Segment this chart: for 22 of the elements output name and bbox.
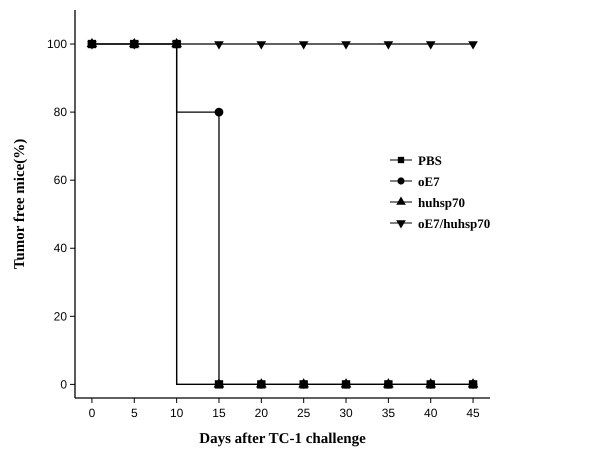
x-tick-label: 40	[424, 406, 438, 420]
x-tick-label: 5	[130, 406, 138, 420]
x-tick-label: 25	[296, 406, 311, 420]
x-tick-label: 10	[170, 406, 184, 420]
y-tick-label: 40	[54, 241, 68, 256]
legend-label: oE7/huhsp70	[418, 216, 490, 231]
x-tick-label: 0	[88, 406, 96, 420]
legend-label: oE7	[418, 174, 440, 189]
x-tick-label: 45	[466, 406, 480, 420]
x-tick-label: 30	[339, 406, 354, 420]
legend-label: PBS	[418, 153, 442, 168]
x-tick-label: 35	[382, 406, 396, 420]
y-tick-label: 80	[54, 105, 68, 120]
y-tick-label: 100	[46, 37, 68, 52]
legend-label: huhsp70	[418, 195, 465, 210]
x-tick-label: 20	[254, 406, 268, 420]
x-axis-title: Days after TC-1 challenge	[199, 431, 366, 447]
y-axis-title: Tumor free mice(%)	[12, 138, 28, 270]
y-tick-label: 0	[60, 377, 68, 392]
x-tick-label: 15	[212, 406, 226, 420]
y-tick-label: 60	[54, 173, 68, 188]
y-tick-label: 20	[54, 309, 68, 324]
